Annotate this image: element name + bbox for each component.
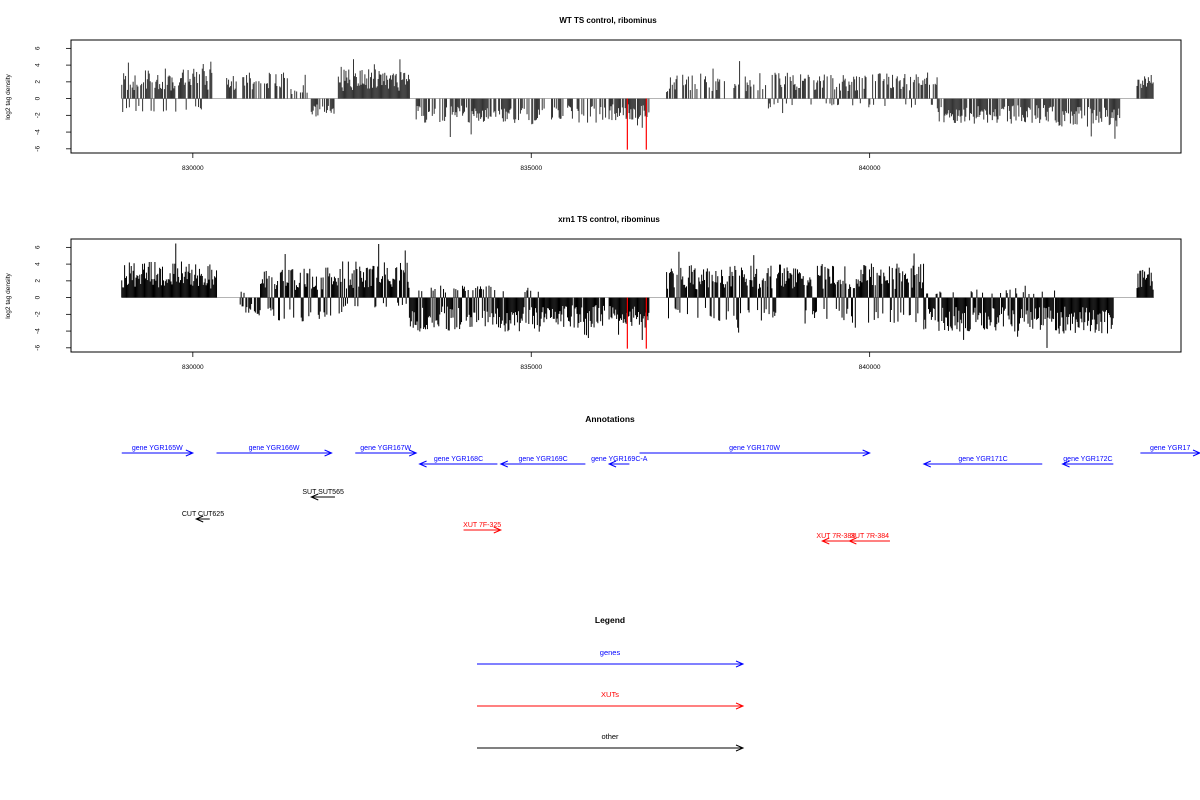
x-tick-label: 830000 xyxy=(182,165,204,172)
arrow-head xyxy=(408,449,418,457)
arrow-head xyxy=(848,537,857,545)
wt-track-title: WT TS control, ribominus xyxy=(559,16,657,25)
feature-genes: gene YGR172C xyxy=(1061,456,1114,468)
feature-other: CUT CUT625 xyxy=(182,511,224,523)
y-tick-label: 0 xyxy=(35,96,42,100)
feature-label: gene YGR168C xyxy=(434,456,483,463)
feature-label: gene YGR169C-A xyxy=(591,456,648,463)
xrn1-x-axis: 830000 835000 840000 xyxy=(182,352,881,371)
feature-label: gene YGR166W xyxy=(249,445,300,452)
x-tick-label: 840000 xyxy=(859,364,881,371)
legend-item-xuts: XUTs xyxy=(477,690,745,710)
legend-title: Legend xyxy=(595,615,625,625)
x-tick-label: 835000 xyxy=(520,165,542,172)
feature-label: XUT 7R-384 xyxy=(850,533,889,540)
legend-items: genes XUTs other xyxy=(477,648,745,752)
feature-xuts: XUT 7R-383 xyxy=(816,533,855,545)
feature-label: SUT SUT565 xyxy=(302,489,344,496)
wt-plot-frame xyxy=(70,39,1182,154)
feature-other: SUT SUT565 xyxy=(302,489,344,501)
xrn1-highlight-bars xyxy=(626,297,647,349)
legend-label: XUTs xyxy=(601,690,619,699)
y-tick-label: 0 xyxy=(35,295,42,299)
feature-genes: gene YGR171C xyxy=(922,456,1043,468)
y-tick-label: 6 xyxy=(35,245,42,249)
feature-label: gene YGR171C xyxy=(958,456,1007,463)
feature-label: gene YGR170W xyxy=(729,445,780,452)
feature-xuts: XUT 7R-384 xyxy=(848,533,890,545)
arrow-head xyxy=(194,515,204,523)
y-tick-label: 4 xyxy=(35,262,42,266)
xrn1-plot-frame xyxy=(70,238,1182,353)
y-tick-label: -2 xyxy=(35,311,42,317)
y-tick-label: -6 xyxy=(35,146,42,152)
arrow-head xyxy=(735,702,745,710)
feature-genes: gene YGR168C xyxy=(418,456,498,468)
y-tick-label: 2 xyxy=(35,80,42,84)
wt-y-axis-label: log2 tag density xyxy=(5,73,12,119)
wt-x-axis: 830000 835000 840000 xyxy=(182,153,881,172)
legend-panel: Legend genes XUTs other xyxy=(477,615,745,752)
y-tick-label: -4 xyxy=(35,328,42,334)
feature-label: gene YGR165W xyxy=(132,445,183,452)
arrow-head xyxy=(607,460,617,468)
feature-label: gene YGR172C xyxy=(1063,456,1112,463)
feature-genes: gene YGR17 xyxy=(1140,445,1200,457)
feature-arrows: gene YGR165W gene YGR166W gene YGR167W gene… xyxy=(121,445,1200,545)
legend-item-other: other xyxy=(477,732,745,752)
x-tick-label: 830000 xyxy=(182,364,204,371)
arrow-head xyxy=(862,449,871,457)
arrow-head xyxy=(735,660,745,668)
x-tick-label: 835000 xyxy=(520,364,542,371)
x-tick-label: 840000 xyxy=(859,165,881,172)
arrow-head xyxy=(922,460,932,468)
feature-label: gene YGR167W xyxy=(360,445,411,452)
y-tick-label: 6 xyxy=(35,46,42,50)
legend-label: other xyxy=(601,732,619,741)
annotations-panel: Annotations gene YGR165W gene YGR166W gene… xyxy=(121,414,1200,545)
feature-label: CUT CUT625 xyxy=(182,511,224,518)
feature-genes: gene YGR169C xyxy=(499,456,586,468)
arrow-head xyxy=(499,460,508,468)
xrn1-track-title: xrn1 TS control, ribominus xyxy=(558,215,660,224)
feature-label: XUT 7F-325 xyxy=(463,522,501,529)
arrow-head xyxy=(310,493,319,501)
feature-label: gene YGR169C xyxy=(518,456,567,463)
arrow-head xyxy=(1192,449,1200,457)
feature-xuts: XUT 7F-325 xyxy=(463,522,503,534)
arrow-head xyxy=(324,449,333,457)
arrow-head xyxy=(185,449,195,457)
xrn1-y-axis: -6 -4 -2 0 2 4 6 xyxy=(35,245,71,351)
wt-bars xyxy=(121,59,1154,139)
feature-genes: gene YGR165W xyxy=(121,445,195,457)
arrow-head xyxy=(821,537,830,545)
y-tick-label: -2 xyxy=(35,112,42,118)
xrn1-y-axis-label: log2 tag density xyxy=(5,272,12,318)
feature-genes: gene YGR169C-A xyxy=(591,456,648,468)
wt-highlight-bars xyxy=(626,98,647,150)
feature-label: XUT 7R-383 xyxy=(816,533,855,540)
y-tick-label: -4 xyxy=(35,129,42,135)
wt-track-panel: WT TS control, ribominus log2 tag densit… xyxy=(5,16,1182,172)
wt-y-axis: -6 -4 -2 0 2 4 6 xyxy=(35,46,71,152)
feature-genes: gene YGR166W xyxy=(216,445,333,457)
xrn1-track-panel: xrn1 TS control, ribominus log2 tag dens… xyxy=(5,215,1182,371)
legend-item-genes: genes xyxy=(477,648,745,668)
y-tick-label: -6 xyxy=(35,345,42,351)
arrow-head xyxy=(735,744,745,752)
feature-genes: gene YGR167W xyxy=(355,445,418,457)
arrow-head xyxy=(1061,460,1070,468)
legend-label: genes xyxy=(600,648,621,657)
y-tick-label: 2 xyxy=(35,279,42,283)
annotations-title: Annotations xyxy=(585,414,635,424)
y-tick-label: 4 xyxy=(35,63,42,67)
xrn1-bars xyxy=(121,243,1154,348)
feature-label: gene YGR17 xyxy=(1150,445,1190,452)
arrow-head xyxy=(493,526,503,534)
feature-genes: gene YGR170W xyxy=(639,445,871,457)
arrow-head xyxy=(418,460,427,468)
